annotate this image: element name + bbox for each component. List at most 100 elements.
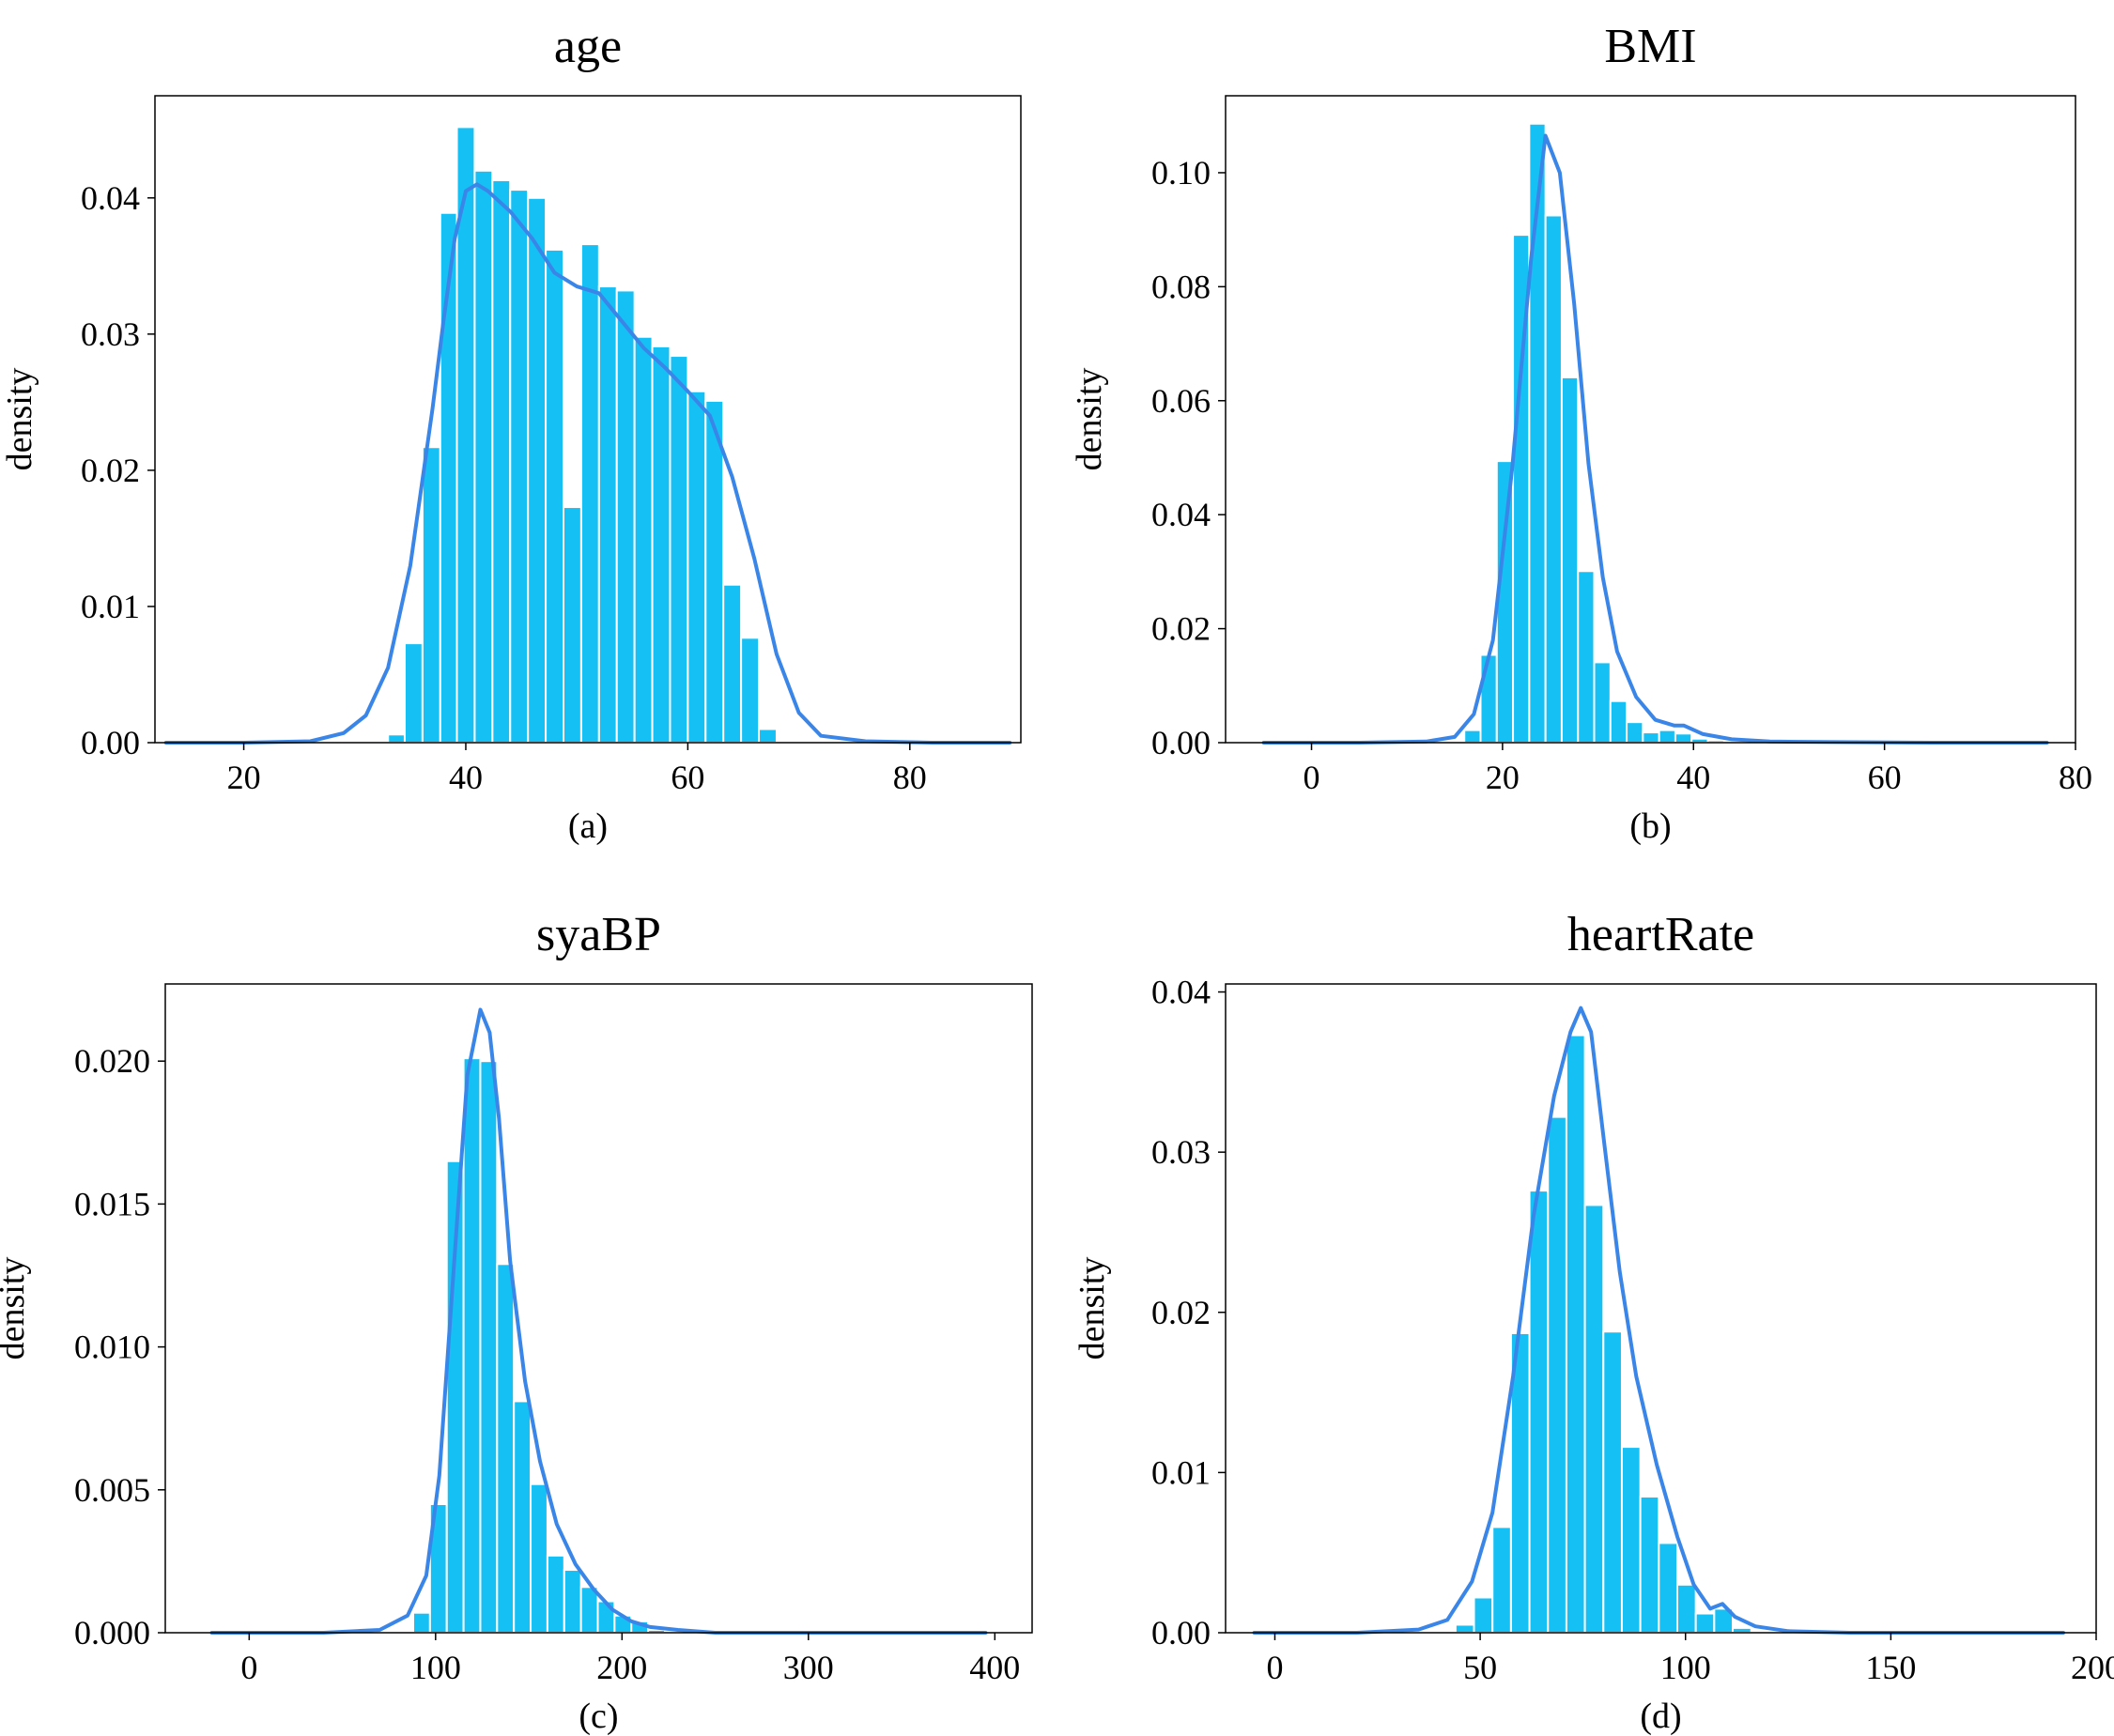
- histogram-bar: [579, 243, 600, 744]
- panel-caption: (b): [1629, 807, 1671, 846]
- histogram-bar: [1454, 1623, 1475, 1634]
- y-tick-label: 0.04: [1151, 974, 1211, 1011]
- histogram-bar: [1473, 1596, 1494, 1635]
- chart-title: BMI: [1604, 20, 1696, 73]
- histogram-bar: [1658, 729, 1676, 745]
- histogram-bar: [1491, 1526, 1512, 1634]
- y-tick-label: 0.03: [81, 315, 140, 353]
- histogram-bar: [403, 642, 424, 744]
- histogram-bar: [597, 285, 618, 744]
- histogram-bar: [669, 355, 689, 744]
- histogram-bar: [411, 1611, 431, 1635]
- histogram-bar: [546, 1554, 565, 1634]
- histogram-bar: [527, 196, 548, 744]
- x-tick-label: 40: [1676, 759, 1710, 796]
- histogram-bar: [596, 1600, 616, 1634]
- histogram-bar: [1642, 731, 1660, 744]
- y-tick-label: 0.02: [1151, 610, 1211, 648]
- x-tick-label: 100: [1660, 1649, 1711, 1686]
- y-axis-label: density: [0, 1257, 32, 1360]
- y-tick-label: 0.005: [74, 1471, 150, 1509]
- histogram-bar: [496, 1263, 516, 1634]
- chart-title: heartRate: [1567, 908, 1754, 961]
- density-curve: [163, 182, 1012, 745]
- chart-panel-3: syaBP 0 100 200 300 400 0.000 0.005 0.010 0.015 0.…: [0, 908, 1033, 1736]
- histogram-bar: [1560, 376, 1580, 744]
- histogram-bar: [740, 637, 761, 744]
- chart-title: syaBP: [536, 908, 661, 961]
- y-tick-label: 0.04: [1151, 496, 1211, 533]
- x-tick-label: 60: [671, 759, 704, 796]
- histogram-bar: [491, 178, 512, 745]
- density-curve: [209, 1007, 988, 1635]
- y-axis-label: density: [0, 368, 39, 471]
- histogram-bar: [1694, 1612, 1716, 1634]
- y-tick-label: 0.01: [1151, 1453, 1211, 1491]
- histogram-bar: [473, 169, 494, 745]
- y-tick-label: 0.020: [74, 1042, 150, 1080]
- y-tick-label: 0.06: [1151, 382, 1211, 420]
- x-tick-label: 150: [1865, 1649, 1916, 1686]
- y-tick-label: 0.10: [1151, 154, 1211, 192]
- histogram-bar: [545, 248, 564, 744]
- histogram-bar: [687, 390, 707, 744]
- histogram-bar: [722, 583, 743, 744]
- density-curve: [1252, 1006, 2065, 1635]
- x-tick-label: 0: [240, 1649, 257, 1686]
- chart-title: age: [554, 20, 622, 73]
- x-tick-label: 400: [969, 1649, 1020, 1686]
- histogram-bar: [1626, 721, 1644, 744]
- x-tick-label: 40: [449, 759, 483, 796]
- histogram-bar: [530, 1483, 548, 1634]
- histogram-bar: [1675, 1583, 1697, 1635]
- y-tick-label: 0.010: [74, 1329, 150, 1366]
- x-tick-label: 20: [1486, 759, 1520, 796]
- histogram-bar: [421, 446, 441, 744]
- histogram-bar: [1528, 1190, 1550, 1635]
- x-tick-label: 100: [410, 1649, 461, 1686]
- x-tick-label: 0: [1266, 1649, 1283, 1686]
- y-tick-label: 0.00: [1151, 1614, 1211, 1652]
- y-tick-label: 0.015: [74, 1185, 150, 1222]
- histogram-bar: [704, 399, 725, 744]
- x-tick-label: 60: [1868, 759, 1902, 796]
- histogram-bar: [1479, 653, 1498, 744]
- density-curve: [1261, 133, 2049, 745]
- histogram-bar: [479, 1060, 499, 1634]
- y-tick-label: 0.00: [81, 724, 140, 761]
- histogram-bar: [633, 335, 654, 744]
- chart-panel-4: heartRate 0 50 100 150 200 0.00 0.01 0.02 0.03 0.0…: [1072, 908, 2114, 1736]
- histogram-bar: [509, 189, 530, 745]
- y-tick-label: 0.04: [81, 179, 140, 217]
- histogram-bar: [462, 1057, 482, 1634]
- x-tick-label: 20: [227, 759, 261, 796]
- plot-frame: [164, 983, 1033, 1634]
- histogram-bar: [1547, 1115, 1567, 1634]
- histogram-bar: [387, 733, 406, 744]
- y-tick-label: 0.000: [74, 1614, 150, 1652]
- y-tick-label: 0.08: [1151, 268, 1211, 305]
- histogram-bar: [513, 1400, 532, 1635]
- panel-caption: (c): [579, 1697, 618, 1736]
- histogram-bar: [1565, 1034, 1586, 1634]
- plot-frame: [1225, 95, 2076, 744]
- histogram-bar: [563, 1569, 582, 1635]
- histogram-bar: [1674, 732, 1693, 745]
- histogram-bar: [1639, 1495, 1660, 1635]
- histogram-bar: [562, 506, 582, 745]
- x-tick-label: 80: [2059, 759, 2092, 796]
- y-axis-label: density: [1072, 1257, 1112, 1360]
- y-axis-label: density: [1070, 368, 1109, 471]
- x-tick-label: 200: [2071, 1649, 2114, 1686]
- histogram-bar: [615, 289, 636, 744]
- x-tick-label: 300: [783, 1649, 834, 1686]
- histogram-bar: [1602, 1330, 1623, 1634]
- histogram-bar: [1577, 570, 1596, 745]
- histogram-bar: [1593, 661, 1612, 745]
- histogram-bar: [1544, 214, 1563, 745]
- x-tick-label: 50: [1463, 1649, 1497, 1686]
- panel-caption: (d): [1640, 1697, 1681, 1736]
- chart-panel-1: age 20 40 60 80 0.00 0.01 0.02 0.03 0.04 density (a…: [0, 20, 1022, 846]
- y-tick-label: 0.02: [81, 452, 140, 489]
